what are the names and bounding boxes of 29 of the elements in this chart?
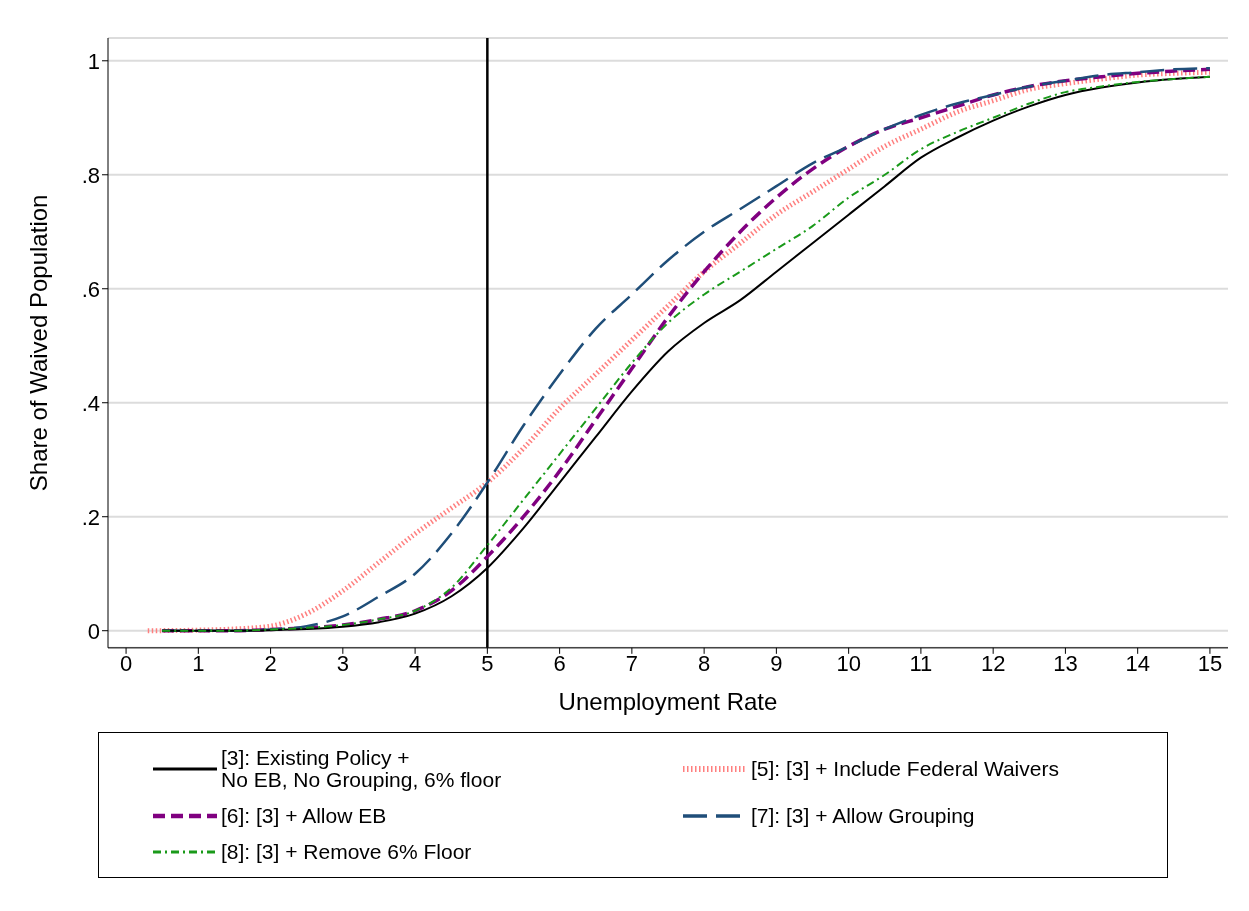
x-tick-label: 8 (698, 651, 711, 677)
legend-label: [6]: [3] + Allow EB (221, 803, 387, 827)
y-tick-label: 0 (87, 618, 100, 644)
x-tick-label: 10 (836, 651, 861, 677)
x-tick-label: 6 (553, 651, 566, 677)
legend-label: [5]: [3] + Include Federal Waivers (751, 756, 1059, 780)
x-tick-label: 15 (1197, 651, 1223, 677)
x-tick-label: 1 (192, 651, 205, 677)
y-tick-label: 1 (87, 48, 100, 74)
y-tick-label: .4 (81, 390, 100, 416)
x-tick-label: 4 (408, 651, 422, 677)
x-tick-label: 0 (119, 651, 133, 677)
x-tick-label: 3 (336, 651, 349, 677)
x-tick-label: 11 (909, 651, 933, 677)
x-axis-title: Unemployment Rate (558, 687, 778, 715)
legend-label: [8]: [3] + Remove 6% Floor (221, 839, 472, 863)
x-tick-label: 5 (481, 651, 494, 677)
y-axis-title: Share of Waived Population (24, 194, 52, 492)
legend-label: [3]: Existing Policy + No EB, No Grouping, 6% floor (221, 745, 502, 791)
y-tick-label: .2 (81, 504, 100, 530)
x-tick-label: 2 (264, 651, 277, 677)
x-tick-label: 9 (770, 651, 783, 677)
x-tick-label: 13 (1053, 651, 1078, 677)
x-tick-label: 14 (1125, 651, 1150, 677)
legend-label: [7]: [3] + Allow Grouping (751, 803, 975, 827)
y-tick-label: .6 (81, 276, 100, 302)
y-tick-label: .8 (81, 162, 100, 188)
x-tick-label: 12 (980, 651, 1006, 677)
x-tick-label: 7 (625, 651, 638, 677)
